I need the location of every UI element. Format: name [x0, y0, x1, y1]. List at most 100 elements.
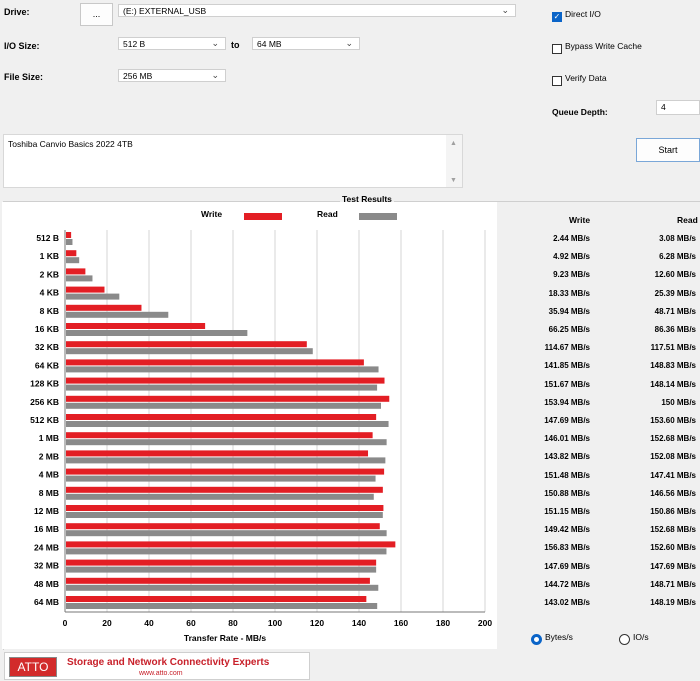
- result-write-value: 153.94 MB/s: [544, 397, 590, 407]
- io-radio[interactable]: [619, 634, 630, 645]
- category-label: 32 MB: [34, 561, 59, 571]
- result-write-value: 151.67 MB/s: [544, 379, 590, 389]
- read-bar: [66, 548, 387, 555]
- result-read-value: 152.60 MB/s: [650, 543, 696, 553]
- category-label: 64 KB: [35, 360, 59, 370]
- atto-logo: ATTO: [9, 657, 57, 677]
- legend-read-label: Read: [317, 209, 338, 219]
- result-write-value: 66.25 MB/s: [548, 325, 590, 334]
- legend-read-swatch: [359, 213, 397, 220]
- result-write-value: 147.69 MB/s: [544, 561, 590, 571]
- result-read-value: 148.19 MB/s: [650, 598, 696, 607]
- x-axis-label: Transfer Rate - MB/s: [184, 633, 266, 643]
- category-label: 24 MB: [34, 542, 59, 552]
- write-bar: [66, 268, 86, 275]
- result-read-value: 147.41 MB/s: [650, 470, 696, 480]
- write-bar: [66, 250, 77, 257]
- x-tick-label: 40: [144, 618, 154, 628]
- result-write-value: 114.67 MB/s: [544, 343, 590, 353]
- chevron-down-icon: ⌄: [501, 5, 509, 15]
- result-write-value: 147.69 MB/s: [544, 416, 590, 425]
- result-read-value: 3.08 MB/s: [659, 234, 696, 243]
- write-bar: [66, 577, 370, 584]
- verify-data-label: Verify Data: [565, 73, 607, 83]
- direct-io-checkbox[interactable]: ✓: [552, 12, 562, 22]
- result-read-value: 153.60 MB/s: [650, 416, 696, 425]
- io-label: IO/s: [633, 632, 649, 642]
- write-bar: [66, 304, 142, 311]
- result-read-value: 12.60 MB/s: [654, 270, 696, 280]
- x-tick-label: 20: [102, 618, 112, 628]
- category-label: 8 KB: [40, 306, 59, 316]
- read-bar: [66, 603, 378, 609]
- bypass-cache-checkbox[interactable]: [552, 44, 562, 54]
- result-read-value: 152.68 MB/s: [650, 525, 696, 535]
- file-size-select[interactable]: 256 MB ⌄: [118, 69, 226, 82]
- result-read-value: 86.36 MB/s: [654, 325, 696, 334]
- browse-button[interactable]: ...: [80, 3, 113, 26]
- category-label: 4 MB: [39, 470, 59, 480]
- category-label: 128 KB: [30, 379, 59, 389]
- result-read-value: 152.08 MB/s: [650, 452, 696, 462]
- x-tick-label: 160: [394, 618, 408, 628]
- read-bar: [66, 239, 73, 245]
- read-bar: [66, 330, 248, 336]
- write-bar: [66, 596, 367, 602]
- category-label: 1 KB: [40, 251, 59, 261]
- category-label: 12 MB: [34, 506, 59, 516]
- read-bar: [66, 257, 80, 264]
- drive-label: Drive:: [4, 7, 30, 17]
- write-bar: [66, 523, 380, 530]
- chart-category-labels: 512 B 1 KB 2 KB 4 KB 8 KB 16 KB 32 KB 64 KB 128 …: [30, 233, 59, 607]
- write-bar: [66, 432, 373, 439]
- verify-data-checkbox[interactable]: [552, 76, 562, 86]
- queue-depth-value: 4: [661, 102, 666, 112]
- banner-url[interactable]: www.atto.com: [139, 670, 183, 677]
- x-tick-label: 180: [436, 618, 450, 628]
- result-write-value: 143.82 MB/s: [544, 452, 590, 462]
- bypass-cache-label: Bypass Write Cache: [565, 41, 642, 51]
- io-size-from-select[interactable]: 512 B ⌄: [118, 37, 226, 50]
- scroll-down-icon[interactable]: ▼: [450, 177, 457, 184]
- x-tick-label: 60: [186, 618, 196, 628]
- scroll-up-icon[interactable]: ▲: [450, 140, 457, 147]
- bytes-radio[interactable]: [531, 634, 542, 645]
- result-read-value: 148.83 MB/s: [650, 361, 696, 371]
- result-read-value: 150.86 MB/s: [650, 507, 696, 516]
- result-write-value: 146.01 MB/s: [544, 434, 590, 444]
- result-write-value: 151.48 MB/s: [544, 470, 590, 480]
- chart-bars: [66, 232, 396, 609]
- description-text: Toshiba Canvio Basics 2022 4TB: [8, 139, 133, 149]
- category-label: 32 KB: [35, 342, 59, 352]
- write-bar: [66, 505, 384, 511]
- write-bar: [66, 395, 390, 402]
- start-button[interactable]: Start: [636, 138, 700, 162]
- x-tick-label: 140: [352, 618, 366, 628]
- read-bar: [66, 384, 378, 391]
- result-read-value: 6.28 MB/s: [659, 252, 696, 262]
- result-write-value: 35.94 MB/s: [548, 306, 590, 316]
- drive-select[interactable]: (E:) EXTERNAL_USB ⌄: [118, 4, 516, 17]
- io-to-value: 64 MB: [257, 39, 282, 49]
- banner-tagline: Storage and Network Connectivity Experts: [67, 657, 270, 668]
- write-bar: [66, 559, 377, 566]
- io-from-value: 512 B: [123, 39, 146, 49]
- write-bar: [66, 286, 105, 293]
- description-scrollbar[interactable]: ▲ ▼: [446, 135, 462, 187]
- result-read-value: 148.71 MB/s: [650, 579, 696, 589]
- atto-banner[interactable]: ATTO Storage and Network Connectivity Ex…: [4, 652, 310, 680]
- category-label: 4 KB: [40, 288, 59, 298]
- result-read-value: 148.14 MB/s: [650, 379, 696, 389]
- category-label: 16 MB: [34, 524, 59, 534]
- result-write-value: 156.83 MB/s: [544, 543, 590, 553]
- read-bar: [66, 366, 379, 373]
- description-box[interactable]: Toshiba Canvio Basics 2022 4TB ▲ ▼: [3, 134, 463, 188]
- result-read-value: 48.71 MB/s: [654, 306, 696, 316]
- result-write-value: 143.02 MB/s: [544, 598, 590, 607]
- legend-write-swatch: [244, 213, 282, 220]
- result-write-value: 4.92 MB/s: [553, 252, 590, 262]
- io-size-to-select[interactable]: 64 MB ⌄: [252, 37, 360, 50]
- legend-write-label: Write: [201, 209, 222, 219]
- x-tick-label: 80: [228, 618, 238, 628]
- x-tick-label: 120: [310, 618, 324, 628]
